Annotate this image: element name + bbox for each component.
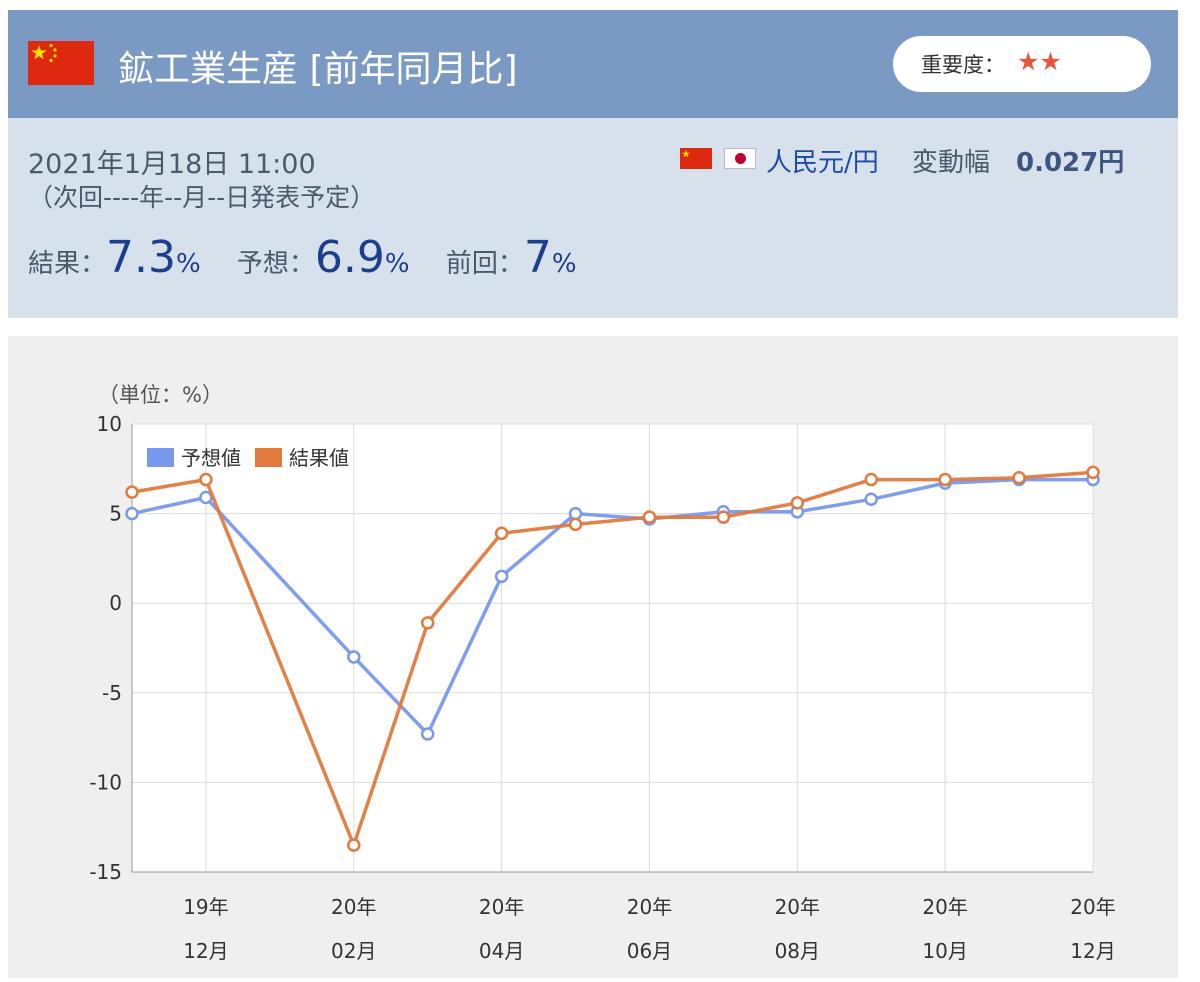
y-tick-label: -15	[89, 860, 122, 884]
x-tick-label-year: 20年	[1070, 895, 1115, 919]
data-point	[864, 472, 878, 487]
data-point	[1086, 465, 1100, 480]
indicator-info: 2021年1月18日 11:00 （次回----年--月--日発表予定） 人民元…	[8, 118, 1178, 318]
indicator-values: 結果：7.3% 予想：6.9% 前回：7%	[28, 232, 577, 292]
previous-label: 前回：	[445, 249, 524, 279]
y-tick-label: -5	[102, 681, 122, 705]
data-point	[568, 517, 583, 532]
result-value: 7.3	[106, 232, 176, 283]
legend-label-2: 結果値	[289, 446, 349, 470]
x-tick-label-month: 04月	[479, 939, 524, 963]
y-tick-label: 10	[97, 412, 122, 436]
japan-flag-icon	[724, 148, 756, 169]
data-point	[938, 472, 952, 487]
data-point	[864, 492, 878, 507]
data-point	[568, 506, 583, 521]
legend-label-1: 予想値	[181, 446, 241, 470]
data-point	[716, 510, 731, 524]
result-percent: %	[176, 249, 201, 279]
data-point	[494, 569, 509, 584]
x-tick-label-month: 10月	[922, 939, 967, 963]
importance-badge: 重要度： ★★	[893, 36, 1151, 92]
plot-area	[131, 423, 1094, 873]
legend-swatch-2	[253, 446, 284, 469]
importance-label: 重要度：	[921, 53, 1005, 77]
data-point	[347, 838, 361, 852]
forecast-label: 予想：	[236, 249, 315, 279]
china-flag-small-icon	[680, 148, 712, 169]
x-tick-label-year: 20年	[331, 895, 376, 919]
x-tick-label-month: 06月	[627, 939, 672, 963]
y-tick-label: 0	[109, 591, 122, 615]
release-datetime: 2021年1月18日 11:00	[28, 149, 316, 180]
x-tick-label-month: 12月	[1070, 939, 1115, 963]
previous-value: 7	[523, 232, 552, 283]
data-point	[494, 526, 509, 541]
x-tick-label-year: 20年	[775, 895, 820, 919]
result-label: 結果：	[28, 249, 107, 279]
currency-pair-link[interactable]: 人民元/円	[766, 148, 879, 178]
forecast-value: 6.9	[314, 232, 385, 283]
x-tick-label-month: 12月	[183, 939, 228, 963]
unit-label: （単位：%）	[98, 383, 223, 407]
y-tick-label: -10	[89, 770, 122, 794]
y-tick-label: 5	[109, 502, 122, 526]
chart-container: 10 5 0 -5 -10 -15 19年 12月 20年 02月 20年 04月 20年 06月 20年 0…	[8, 336, 1178, 978]
x-tick-label-year: 19年	[183, 895, 228, 919]
data-point	[347, 650, 361, 664]
data-point	[125, 485, 139, 499]
range-value: 0.027円	[1016, 148, 1125, 178]
data-point	[790, 496, 805, 510]
data-point	[1012, 471, 1026, 485]
data-point	[642, 510, 657, 524]
china-flag-icon	[28, 41, 94, 85]
previous-percent: %	[551, 249, 577, 279]
page-title: 鉱工業生産 [前年同月比]	[118, 49, 518, 90]
x-tick-label-year: 20年	[627, 895, 672, 919]
data-point	[199, 472, 213, 487]
line-chart: 10 5 0 -5 -10 -15 19年 12月 20年 02月 20年 04月 20年 06月 20年 0…	[89, 383, 1115, 963]
range-label: 変動幅	[912, 148, 991, 178]
next-release: （次回----年--月--日発表予定）	[28, 183, 376, 212]
legend-swatch-1	[145, 446, 176, 469]
data-point	[420, 727, 435, 741]
data-point	[125, 506, 139, 521]
x-tick-label-month: 02月	[331, 939, 376, 963]
importance-stars-icon: ★★	[1017, 47, 1062, 76]
x-tick-label-year: 20年	[922, 895, 967, 919]
indicator-header: 鉱工業生産 [前年同月比] 重要度： ★★	[8, 10, 1178, 118]
data-point	[420, 616, 435, 630]
x-tick-label-month: 08月	[775, 939, 820, 963]
x-tick-label-year: 20年	[479, 895, 524, 919]
forecast-percent: %	[384, 249, 410, 279]
